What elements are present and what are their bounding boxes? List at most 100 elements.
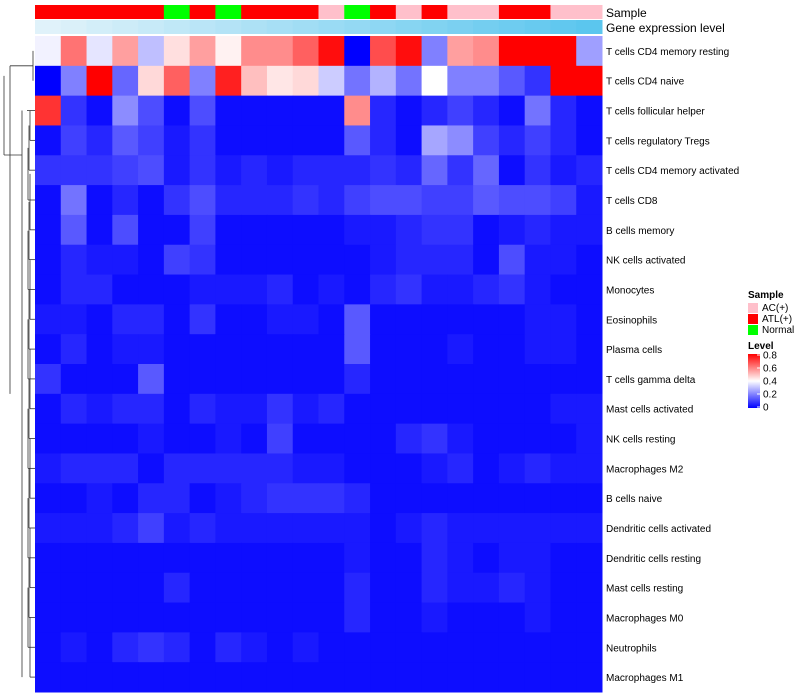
- heatmap-cell: [163, 65, 191, 97]
- heatmap-cell: [163, 632, 191, 663]
- heatmap-cell: [138, 244, 165, 276]
- heatmap-cell: [215, 602, 242, 633]
- heatmap-cell: [395, 95, 423, 126]
- heatmap-cell: [318, 244, 345, 276]
- heatmap-cell: [344, 95, 371, 126]
- expression-annotation-cell: [138, 20, 165, 34]
- heatmap-cell: [189, 513, 216, 544]
- heatmap-cell: [163, 513, 191, 544]
- heatmap-cell: [241, 334, 268, 365]
- heatmap-cell: [189, 155, 216, 186]
- heatmap-cell: [266, 364, 294, 395]
- heatmap-cell: [241, 542, 268, 574]
- heatmap-cell: [86, 662, 113, 693]
- heatmap-cell: [421, 423, 448, 454]
- heatmap-cell: [524, 453, 551, 484]
- heatmap-cell: [35, 513, 62, 544]
- heatmap-cell: [421, 513, 448, 544]
- heatmap-cell: [524, 662, 551, 693]
- heatmap-cell: [370, 662, 397, 693]
- heatmap-cell: [524, 542, 551, 574]
- heatmap-cell: [189, 632, 216, 663]
- row-label: Macrophages M0: [606, 613, 684, 624]
- heatmap-cell: [112, 453, 139, 484]
- heatmap-cell: [292, 125, 319, 156]
- heatmap-cell: [163, 542, 191, 574]
- heatmap-cell: [60, 453, 88, 484]
- expression-annotation-cell: [241, 20, 268, 34]
- sample-annotation-cell: [447, 5, 474, 19]
- heatmap-cell: [189, 36, 216, 67]
- heatmap-cell: [524, 393, 551, 425]
- heatmap-cell: [447, 155, 474, 186]
- heatmap-cell: [576, 214, 603, 246]
- heatmap-cell: [86, 304, 113, 335]
- expression-annotation-cell: [35, 20, 62, 34]
- heatmap-cell: [524, 274, 551, 305]
- heatmap-cell: [215, 662, 242, 693]
- heatmap-cell: [344, 602, 371, 633]
- expression-annotation-cell: [447, 20, 474, 34]
- heatmap-cell: [473, 453, 500, 484]
- heatmap-cell: [138, 65, 165, 97]
- heatmap-cell: [215, 274, 242, 305]
- heatmap-cell: [318, 125, 345, 156]
- heatmap-cell: [498, 483, 526, 514]
- heatmap-cell: [421, 393, 448, 425]
- heatmap-cell: [473, 662, 500, 693]
- heatmap-cell: [112, 125, 139, 156]
- heatmap-cell: [215, 65, 242, 97]
- heatmap-cell: [241, 572, 268, 604]
- row-dendrogram: [3, 50, 35, 678]
- heatmap-cell: [498, 244, 526, 276]
- sample-annotation-cell: [318, 5, 345, 19]
- heatmap-cell: [138, 542, 165, 574]
- heatmap-cell: [524, 36, 551, 67]
- heatmap-cell: [421, 483, 448, 514]
- heatmap-cell: [550, 513, 577, 544]
- heatmap-cell: [344, 65, 371, 97]
- heatmap-cell: [318, 364, 345, 395]
- heatmap-cell: [524, 423, 551, 454]
- heatmap-cell: [60, 155, 88, 186]
- level-legend-tick-label: 0: [763, 403, 769, 414]
- heatmap-cell: [241, 602, 268, 633]
- heatmap-cell: [163, 483, 191, 514]
- heatmap-cell: [163, 36, 191, 67]
- heatmap-cell: [447, 214, 474, 246]
- heatmap-cell: [524, 95, 551, 126]
- sample-annotation-cell: [370, 5, 397, 19]
- heatmap-cell: [215, 304, 242, 335]
- heatmap-cell: [318, 65, 345, 97]
- heatmap-cell: [318, 572, 345, 604]
- heatmap-cell: [395, 662, 423, 693]
- heatmap-cell: [421, 542, 448, 574]
- heatmap-cell: [550, 244, 577, 276]
- heatmap-cell: [576, 632, 603, 663]
- heatmap-cell: [189, 244, 216, 276]
- heatmap-cell: [370, 393, 397, 425]
- heatmap-cell: [35, 334, 62, 365]
- heatmap-cell: [395, 513, 423, 544]
- heatmap-cell: [138, 423, 165, 454]
- expression-annotation-cell: [86, 20, 113, 34]
- heatmap-cell: [266, 65, 294, 97]
- heatmap-cell: [292, 244, 319, 276]
- heatmap-cell: [576, 65, 603, 97]
- row-label: Neutrophils: [606, 643, 657, 654]
- level-legend-tick-label: 0.6: [763, 364, 777, 375]
- heatmap-cell: [215, 214, 242, 246]
- heatmap-cell: [215, 95, 242, 126]
- sample-legend-swatch: [748, 303, 758, 313]
- heatmap-cell: [241, 244, 268, 276]
- heatmap-cell: [318, 453, 345, 484]
- heatmap-cell: [524, 513, 551, 544]
- heatmap-cell: [370, 423, 397, 454]
- heatmap-cell: [215, 125, 242, 156]
- heatmap-cell: [86, 393, 113, 425]
- heatmap-cell: [576, 602, 603, 633]
- heatmap-cell: [241, 36, 268, 67]
- heatmap-cell: [318, 214, 345, 246]
- heatmap-cell: [318, 483, 345, 514]
- heatmap-cell: [112, 602, 139, 633]
